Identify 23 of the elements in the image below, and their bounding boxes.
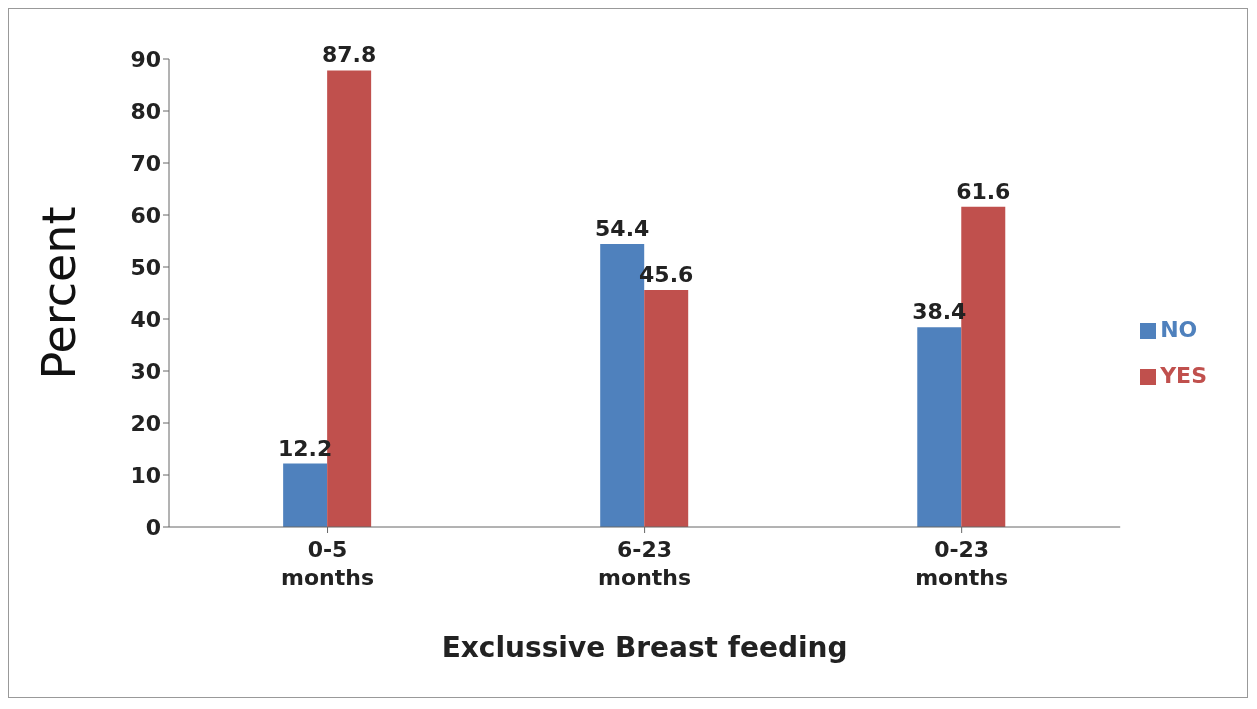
data-label: 87.8 <box>322 42 377 68</box>
legend-label: NO <box>1160 317 1198 342</box>
x-tick-label: 6-23 months <box>598 537 692 590</box>
legend-label: YES <box>1160 363 1207 388</box>
x-tick-label: 0-23 months <box>915 537 1009 590</box>
data-label: 61.6 <box>956 178 1011 204</box>
y-tick-label: 10 <box>130 462 161 488</box>
bar <box>917 327 962 527</box>
y-tick-label: 90 <box>130 46 161 72</box>
y-tick-label: 20 <box>130 410 161 436</box>
x-axis-title: Exclussive Breast feeding <box>441 631 848 664</box>
y-axis-title: Percent <box>32 206 87 380</box>
y-tick-label: 80 <box>130 98 161 124</box>
x-tick-label: 0-5 months <box>281 537 375 590</box>
y-tick-label: 70 <box>130 150 161 176</box>
bar <box>644 289 689 527</box>
y-tick-label: 40 <box>130 306 161 332</box>
data-label: 54.4 <box>595 216 650 242</box>
y-tick-label: 30 <box>130 358 161 384</box>
bar <box>283 463 328 527</box>
y-tick-label: 0 <box>145 514 161 540</box>
y-tick-label: 50 <box>130 254 161 280</box>
y-tick-label: 60 <box>130 202 161 228</box>
